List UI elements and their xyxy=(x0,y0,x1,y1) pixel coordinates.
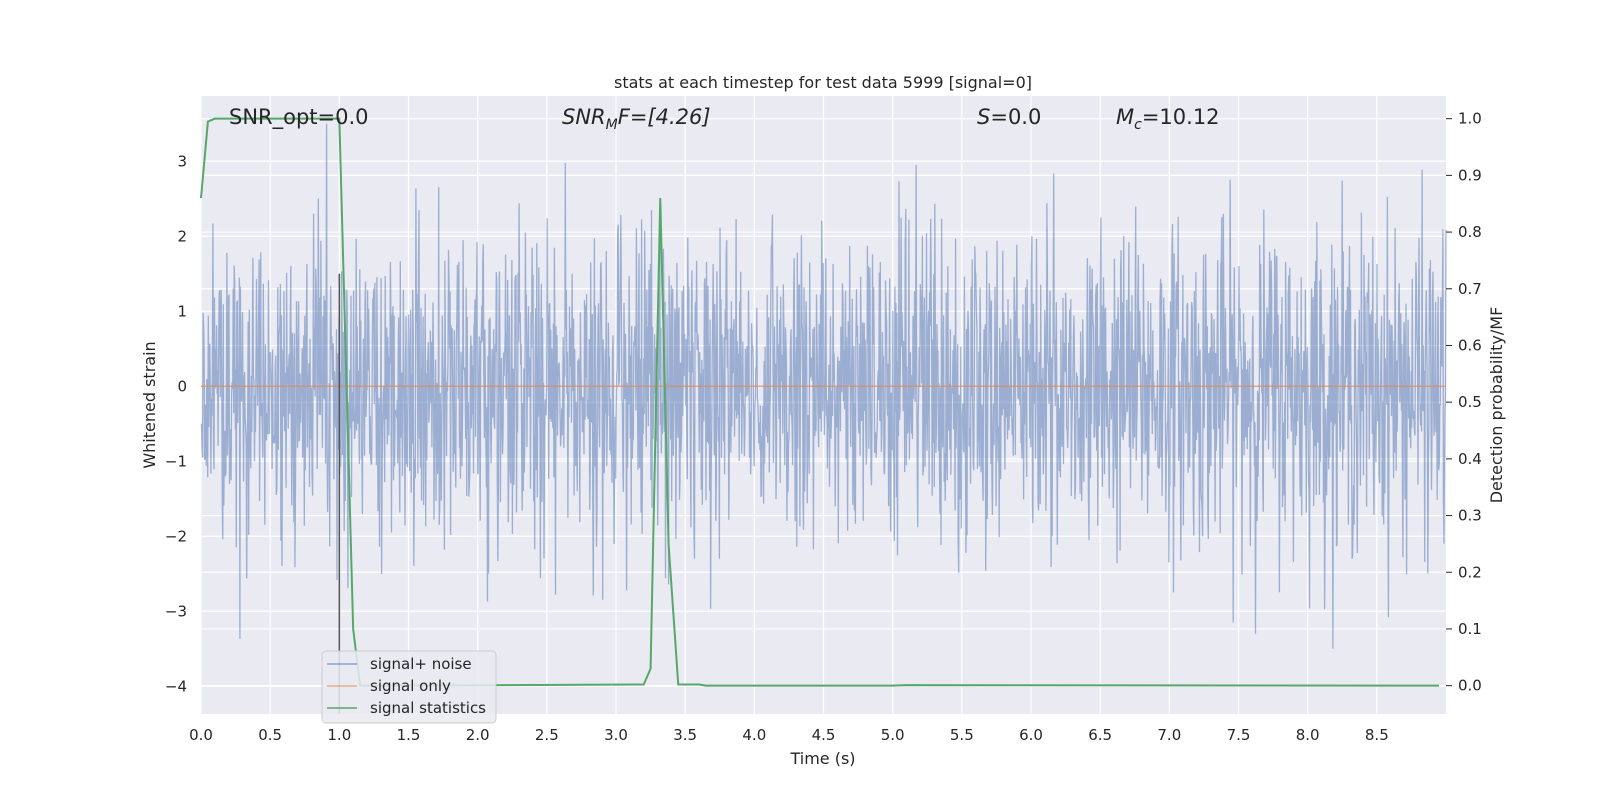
x-tick-label: 4.5 xyxy=(812,726,836,744)
x-tick-label: 2.0 xyxy=(466,726,490,744)
x-tick-label: 7.0 xyxy=(1157,726,1181,744)
y-tick-label: −3 xyxy=(165,602,187,620)
y2-tick-label: 0.7 xyxy=(1458,280,1482,298)
x-tick-label: 1.5 xyxy=(397,726,421,744)
legend-label-stats: signal statistics xyxy=(370,699,486,717)
x-tick-label: 5.5 xyxy=(950,726,974,744)
annotation-snr-opt: SNR_opt=0.0 xyxy=(229,105,369,130)
annotation-mc: Mc=10.12 xyxy=(1116,105,1220,133)
y-axis-label: Whitened strain xyxy=(140,341,159,468)
x-tick-label: 1.0 xyxy=(327,726,351,744)
y2-tick-label: 0.0 xyxy=(1458,677,1482,695)
y2-tick-label: 0.6 xyxy=(1458,336,1482,354)
x-tick-label: 4.0 xyxy=(742,726,766,744)
x-tick-label: 8.5 xyxy=(1365,726,1389,744)
series-signal-statistics xyxy=(200,117,1440,687)
x-tick-label: 6.5 xyxy=(1088,726,1112,744)
x-tick-label: 3.0 xyxy=(604,726,628,744)
legend-label-signal: signal only xyxy=(370,677,451,695)
legend-label-noise: signal+ noise xyxy=(370,655,472,673)
annotation-snr-mf: SNRMF=[4.26] xyxy=(562,105,711,133)
legend-box xyxy=(321,650,497,724)
y2-tick-label: 0.5 xyxy=(1458,393,1482,411)
y2-tick-label: 0.3 xyxy=(1458,507,1482,525)
y2-tick-label: 0.1 xyxy=(1458,620,1482,638)
series-signal-plus-noise xyxy=(200,123,1447,649)
x-tick-label: 3.5 xyxy=(673,726,697,744)
y2-tick-label: 1.0 xyxy=(1458,110,1482,128)
x-tick-label: 0.0 xyxy=(189,726,213,744)
y2-tick-label: 0.2 xyxy=(1458,563,1482,581)
y2-tick-label: 0.8 xyxy=(1458,223,1482,241)
y-tick-label: 3 xyxy=(177,152,187,170)
y2-tick-label: 0.9 xyxy=(1458,166,1482,184)
y-tick-label: 0 xyxy=(177,377,187,395)
legend: signal+ noise signal only signal statist… xyxy=(321,650,497,724)
x-axis-label: Time (s) xyxy=(789,749,855,768)
y2-tick-label: 0.4 xyxy=(1458,450,1482,468)
y2-axis-label: Detection probability/MF xyxy=(1487,307,1506,504)
y-tick-label: −1 xyxy=(165,452,187,470)
x-tick-label: 8.0 xyxy=(1296,726,1320,744)
y-tick-label: −2 xyxy=(165,527,187,545)
y-tick-label: −4 xyxy=(165,677,187,695)
x-tick-label: 2.5 xyxy=(535,726,559,744)
y-tick-label: 1 xyxy=(177,302,187,320)
x-tick-label: 7.5 xyxy=(1227,726,1251,744)
y-tick-label: 2 xyxy=(177,227,187,245)
annotation-s: S=0.0 xyxy=(977,105,1041,129)
x-tick-label: 6.0 xyxy=(1019,726,1043,744)
x-tick-label: 5.0 xyxy=(881,726,905,744)
x-tick-label: 0.5 xyxy=(258,726,282,744)
chart-title: stats at each timestep for test data 599… xyxy=(614,73,1032,92)
